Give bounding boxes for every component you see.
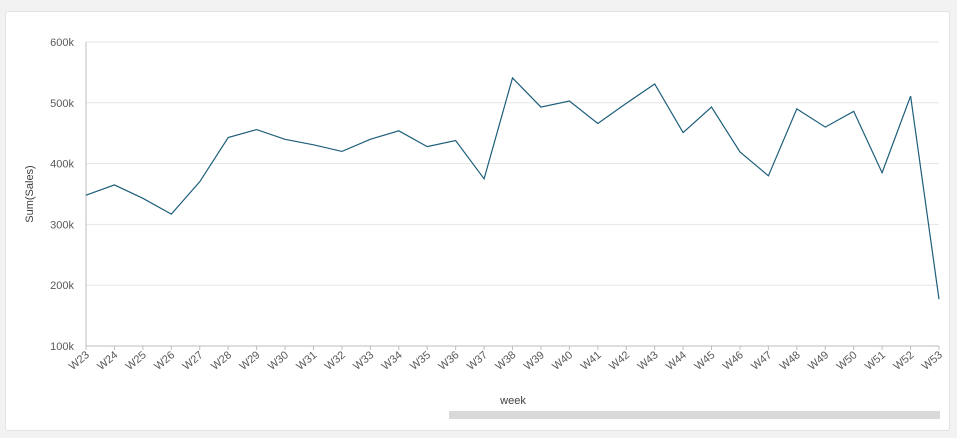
data-point[interactable] [679,129,687,137]
x-tick-label: W43 [636,349,661,373]
x-tick-label: W51 [863,349,888,373]
data-point[interactable] [110,181,118,189]
data-point[interactable] [935,295,943,303]
y-tick-label: 300k [50,219,74,231]
x-tick-label: W49 [806,349,831,373]
data-point[interactable] [167,210,175,218]
x-tick-label: W32 [323,349,348,373]
data-point[interactable] [878,169,886,177]
x-tick-label: W33 [351,349,376,373]
x-tick-label: W39 [522,349,547,373]
data-point[interactable] [565,97,573,105]
x-tick-label: W53 [920,349,945,373]
x-tick-label: W26 [152,349,177,373]
x-axis-title: week [499,395,526,407]
x-tick-label: W40 [550,349,575,373]
y-axis-title: Sum(Sales) [24,165,36,222]
x-tick-label: W42 [607,349,632,373]
data-point[interactable] [594,119,602,127]
x-tick-label: W50 [835,349,860,373]
gridlines [86,41,939,347]
data-point[interactable] [537,103,545,111]
data-point[interactable] [480,175,488,183]
data-point[interactable] [395,127,403,135]
data-point[interactable] [651,80,659,88]
data-point[interactable] [139,194,147,202]
data-point[interactable] [253,126,261,134]
data-point[interactable] [82,191,90,199]
data-point[interactable] [708,103,716,111]
data-point[interactable] [196,178,204,186]
chart-panel: 100k 200k 300k 400k 500k 600k W23 W24 W25 W26 W27… [5,11,950,431]
x-tick-label: W35 [408,349,433,373]
data-point[interactable] [764,172,772,180]
x-tick-label: W36 [437,349,462,373]
data-point[interactable] [281,135,289,143]
horizontal-scrollbar[interactable] [449,411,940,419]
x-tick-label: W25 [124,349,149,373]
data-point[interactable] [850,107,858,115]
x-tick-label: W30 [266,349,291,373]
y-axis-ticks: 100k 200k 300k 400k 500k 600k [50,37,74,353]
y-tick-label: 200k [50,280,74,292]
x-tick-label: W28 [209,349,234,373]
x-axis-ticks: W23 W24 W25 W26 W27 W28 W29 W30 W31 W32 W33 W34 W35 W… [67,346,945,373]
x-tick-label: W47 [749,349,774,373]
x-tick-label: W24 [95,349,120,373]
x-tick-label: W38 [493,349,518,373]
x-tick-label: W34 [380,349,405,373]
data-point[interactable] [452,136,460,144]
x-tick-label: W52 [891,349,916,373]
data-point[interactable] [736,148,744,156]
data-point[interactable] [821,123,829,131]
y-tick-label: 500k [50,98,74,110]
x-tick-label: W48 [778,349,803,373]
line-chart[interactable]: 100k 200k 300k 400k 500k 600k W23 W24 W25 W26 W27… [6,12,951,432]
x-tick-label: W44 [664,349,689,373]
data-point[interactable] [224,133,232,141]
data-point[interactable] [509,74,517,82]
data-point[interactable] [907,92,915,100]
series-layer[interactable] [82,74,943,303]
y-tick-label: 600k [50,37,74,49]
x-tick-label: W37 [465,349,490,373]
data-point[interactable] [309,141,317,149]
x-tick-label: W45 [692,349,717,373]
data-point[interactable] [423,143,431,151]
data-point[interactable] [793,105,801,113]
axes [85,42,939,347]
y-tick-label: 100k [50,341,74,353]
x-tick-label: W29 [237,349,262,373]
x-tick-label: W31 [294,349,319,373]
data-point[interactable] [366,135,374,143]
y-tick-label: 400k [50,159,74,171]
data-point[interactable] [338,147,346,155]
x-tick-label: W41 [579,349,604,373]
series-line[interactable] [85,76,940,300]
x-tick-label: W27 [181,349,206,373]
x-tick-label: W46 [721,349,746,373]
data-point[interactable] [622,99,630,107]
